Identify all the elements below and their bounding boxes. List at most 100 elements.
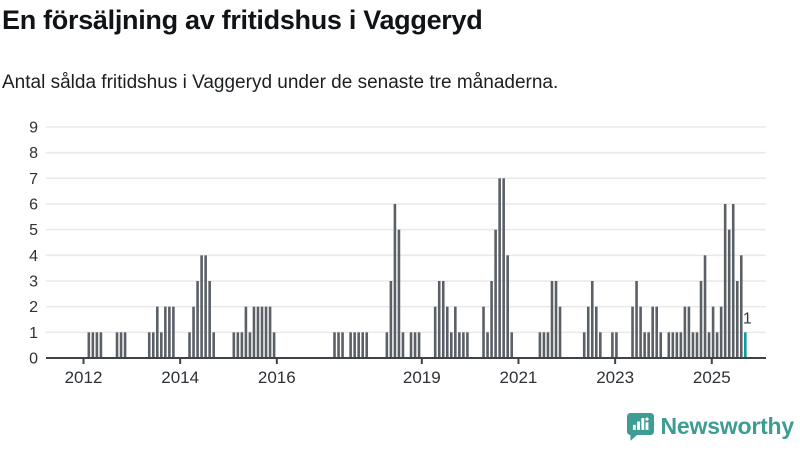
bar [554,280,558,358]
bar [675,332,679,358]
bar [389,280,393,358]
x-axis-tick-label: 2014 [161,368,199,387]
bar [719,306,723,358]
newsworthy-logo[interactable]: Newsworthy [626,412,795,441]
bar [365,332,369,358]
bar [542,332,546,358]
bar [192,306,195,358]
bar [735,280,739,358]
bar [212,332,215,358]
bar [95,332,99,358]
bar [256,306,260,358]
chart-title: En försäljning av fritidshus i Vaggeryd [2,5,483,35]
bar [272,332,276,358]
bar [232,332,236,358]
bar [679,332,683,358]
x-axis-tick-label: 2019 [403,368,441,387]
bar [188,332,191,358]
highlighted-bar [744,332,747,358]
bar [731,203,735,358]
bar [264,306,268,358]
x-axis-tick-label: 2025 [693,368,731,387]
y-axis-tick-label: 4 [29,248,38,265]
bar [240,332,244,358]
x-axis-tick-label: 2016 [258,368,296,387]
chart-subtitle: Antal sålda fritidshus i Vaggeryd under … [2,72,559,93]
bar [208,280,211,358]
bar [558,306,562,358]
bar [594,306,598,358]
bar [151,332,155,358]
bar [723,203,727,358]
bar [462,332,465,358]
bar [454,306,457,358]
bar [655,306,659,358]
bar [341,332,344,358]
bar [357,332,360,358]
bar [123,332,127,358]
bar [711,306,715,358]
bar [631,306,634,358]
bar [147,332,151,358]
bar [441,280,445,358]
bar [494,229,497,358]
bar [204,255,207,358]
x-axis-tick-label: 2023 [596,368,634,387]
bar [659,332,663,358]
newsworthy-icon [626,413,654,441]
bar [393,203,397,358]
y-axis-tick-label: 1 [29,325,38,342]
bar [337,332,340,358]
y-axis-tick-label: 0 [29,351,38,368]
bar [244,306,248,358]
bar [615,332,618,358]
bar [582,332,586,358]
bar [361,332,364,358]
bar [715,332,719,358]
x-axis-tick-label: 2021 [500,368,538,387]
bar [586,306,590,358]
bar [164,306,167,358]
bar [248,332,252,358]
bar [502,178,505,358]
bar [236,332,240,358]
bar [260,306,264,358]
bar [510,332,514,358]
bar [349,332,352,358]
bar [168,306,171,358]
bar [550,280,554,358]
bar [643,332,646,358]
bar [727,229,731,358]
bar [538,332,542,358]
bar [458,332,461,358]
bar [703,255,707,358]
bar [671,332,675,358]
bar [91,332,95,358]
y-axis-tick-label: 9 [29,119,38,136]
newsworthy-wordmark: Newsworthy [660,413,795,439]
y-axis-tick-label: 5 [29,222,38,239]
bar [353,332,356,358]
y-axis-tick-label: 7 [29,171,38,188]
bar [611,332,614,358]
bar [590,280,594,358]
bar [490,280,493,358]
bar [546,332,550,358]
y-axis-tick-label: 8 [29,145,38,162]
bar [506,255,509,358]
bar [401,332,405,358]
bar [687,306,691,358]
bar [385,332,389,358]
bar [99,332,103,358]
bar [160,332,163,358]
bar [486,332,489,358]
bar [498,178,501,358]
bar [413,332,417,358]
bar [647,332,650,358]
latest-value-label: 1 [743,310,752,327]
bar [699,280,703,358]
bar [268,306,272,358]
bar [437,280,441,358]
bar [482,306,485,358]
